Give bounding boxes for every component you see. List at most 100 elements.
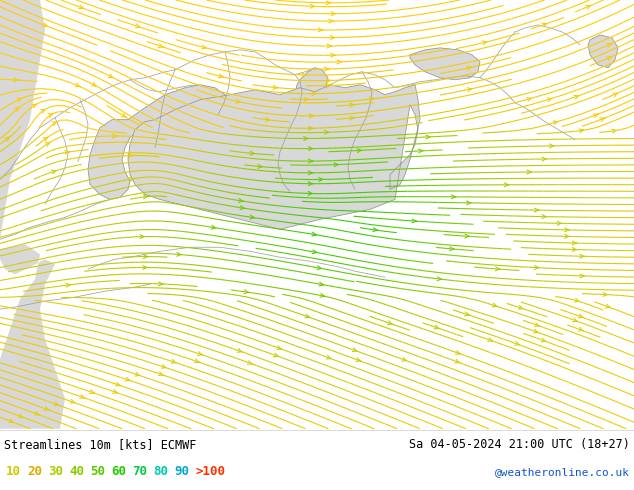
FancyArrowPatch shape xyxy=(319,177,323,181)
FancyArrowPatch shape xyxy=(135,372,140,376)
FancyArrowPatch shape xyxy=(302,73,306,77)
FancyArrowPatch shape xyxy=(327,355,331,359)
FancyArrowPatch shape xyxy=(329,19,333,23)
Polygon shape xyxy=(128,85,420,229)
FancyArrowPatch shape xyxy=(143,255,148,259)
FancyArrowPatch shape xyxy=(325,130,329,134)
FancyArrowPatch shape xyxy=(70,399,75,403)
FancyArrowPatch shape xyxy=(126,377,130,381)
FancyArrowPatch shape xyxy=(327,84,331,88)
FancyArrowPatch shape xyxy=(565,234,569,238)
FancyArrowPatch shape xyxy=(244,290,249,294)
FancyArrowPatch shape xyxy=(550,144,554,148)
FancyArrowPatch shape xyxy=(573,241,576,245)
FancyArrowPatch shape xyxy=(258,165,262,169)
FancyArrowPatch shape xyxy=(65,150,69,154)
FancyArrowPatch shape xyxy=(42,23,48,26)
Text: Streamlines 10m [kts] ECMWF: Streamlines 10m [kts] ECMWF xyxy=(4,439,197,451)
FancyArrowPatch shape xyxy=(13,78,18,82)
FancyArrowPatch shape xyxy=(450,247,454,251)
FancyArrowPatch shape xyxy=(603,293,607,296)
FancyArrowPatch shape xyxy=(136,24,140,28)
FancyArrowPatch shape xyxy=(488,338,493,342)
FancyArrowPatch shape xyxy=(238,198,243,202)
FancyArrowPatch shape xyxy=(41,109,46,113)
FancyArrowPatch shape xyxy=(247,361,252,365)
FancyArrowPatch shape xyxy=(467,88,472,92)
Polygon shape xyxy=(588,35,618,68)
FancyArrowPatch shape xyxy=(325,67,328,71)
Text: 80: 80 xyxy=(153,466,168,478)
FancyArrowPatch shape xyxy=(45,142,50,147)
Text: 20: 20 xyxy=(27,466,42,478)
FancyArrowPatch shape xyxy=(143,266,147,270)
FancyArrowPatch shape xyxy=(557,221,562,225)
FancyArrowPatch shape xyxy=(309,114,313,118)
FancyArrowPatch shape xyxy=(579,274,584,278)
FancyArrowPatch shape xyxy=(327,44,332,48)
FancyArrowPatch shape xyxy=(370,97,374,101)
Text: >100: >100 xyxy=(195,466,225,478)
Text: Sa 04-05-2024 21:00 UTC (18+27): Sa 04-05-2024 21:00 UTC (18+27) xyxy=(409,439,630,451)
FancyArrowPatch shape xyxy=(418,149,423,153)
FancyArrowPatch shape xyxy=(171,360,176,363)
FancyArrowPatch shape xyxy=(313,250,317,254)
FancyArrowPatch shape xyxy=(334,163,339,167)
FancyArrowPatch shape xyxy=(18,414,23,417)
FancyArrowPatch shape xyxy=(574,298,579,302)
Text: 50: 50 xyxy=(90,466,105,478)
FancyArrowPatch shape xyxy=(534,208,539,212)
FancyArrowPatch shape xyxy=(357,148,361,152)
FancyArrowPatch shape xyxy=(607,56,612,60)
FancyArrowPatch shape xyxy=(534,323,540,326)
FancyArrowPatch shape xyxy=(9,419,13,422)
FancyArrowPatch shape xyxy=(202,45,207,49)
Text: @weatheronline.co.uk: @weatheronline.co.uk xyxy=(495,467,630,477)
FancyArrowPatch shape xyxy=(236,99,241,103)
FancyArrowPatch shape xyxy=(600,118,605,122)
FancyArrowPatch shape xyxy=(456,351,460,354)
FancyArrowPatch shape xyxy=(451,195,456,199)
FancyArrowPatch shape xyxy=(465,312,470,316)
FancyArrowPatch shape xyxy=(467,201,471,205)
FancyArrowPatch shape xyxy=(465,234,469,238)
FancyArrowPatch shape xyxy=(605,304,611,308)
FancyArrowPatch shape xyxy=(66,283,70,287)
FancyArrowPatch shape xyxy=(542,23,547,27)
FancyArrowPatch shape xyxy=(320,294,325,297)
FancyArrowPatch shape xyxy=(541,338,546,342)
FancyArrowPatch shape xyxy=(356,358,361,361)
FancyArrowPatch shape xyxy=(542,215,547,219)
FancyArrowPatch shape xyxy=(304,137,308,141)
FancyArrowPatch shape xyxy=(75,83,80,87)
Polygon shape xyxy=(410,48,480,80)
FancyArrowPatch shape xyxy=(495,267,500,271)
FancyArrowPatch shape xyxy=(51,170,56,174)
FancyArrowPatch shape xyxy=(52,122,57,125)
FancyArrowPatch shape xyxy=(54,402,59,406)
FancyArrowPatch shape xyxy=(140,235,145,239)
Polygon shape xyxy=(295,68,328,118)
FancyArrowPatch shape xyxy=(308,126,313,130)
FancyArrowPatch shape xyxy=(373,228,377,232)
FancyArrowPatch shape xyxy=(162,365,166,368)
FancyArrowPatch shape xyxy=(237,348,242,352)
FancyArrowPatch shape xyxy=(527,98,531,101)
FancyArrowPatch shape xyxy=(308,192,313,196)
FancyArrowPatch shape xyxy=(121,113,126,117)
FancyArrowPatch shape xyxy=(312,92,316,96)
FancyArrowPatch shape xyxy=(211,225,216,229)
FancyArrowPatch shape xyxy=(504,183,508,187)
FancyArrowPatch shape xyxy=(250,151,255,155)
FancyArrowPatch shape xyxy=(310,4,314,8)
FancyArrowPatch shape xyxy=(274,353,278,357)
FancyArrowPatch shape xyxy=(574,96,579,99)
FancyArrowPatch shape xyxy=(527,170,531,174)
FancyArrowPatch shape xyxy=(482,41,487,45)
FancyArrowPatch shape xyxy=(467,66,472,70)
FancyArrowPatch shape xyxy=(534,266,539,270)
FancyArrowPatch shape xyxy=(309,159,313,163)
Text: 70: 70 xyxy=(132,466,147,478)
FancyArrowPatch shape xyxy=(318,28,323,32)
FancyArrowPatch shape xyxy=(198,352,202,355)
